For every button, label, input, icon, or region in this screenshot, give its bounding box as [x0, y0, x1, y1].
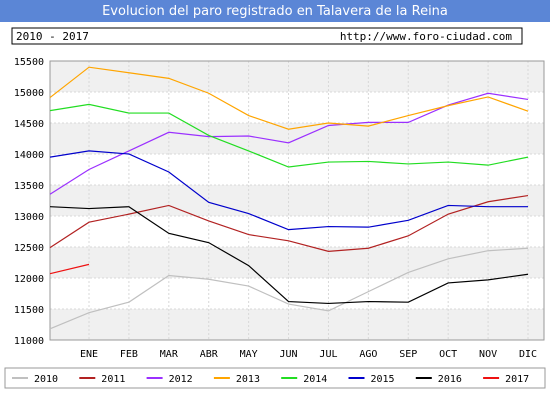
y-tick-label: 12000: [14, 274, 44, 285]
plot-frame: [49, 60, 545, 341]
y-tick-label: 14500: [14, 119, 44, 130]
grid-lines: [50, 60, 544, 341]
series-line-2011: [49, 194, 529, 252]
x-tick-label: ABR: [200, 349, 219, 360]
x-tick-label: OCT: [439, 349, 457, 360]
y-tick-label: 11000: [14, 336, 44, 347]
series-line-2015: [49, 150, 528, 231]
legend-label: 2010: [34, 374, 58, 385]
series-line-2016: [49, 206, 529, 305]
x-tick-label: ENE: [80, 349, 98, 360]
plot-band: [50, 61, 544, 92]
y-tick-label: 15500: [14, 57, 44, 68]
y-tick-label: 13500: [14, 181, 44, 192]
series-lines: [49, 66, 529, 330]
plot-band: [50, 309, 544, 340]
legend-label: 2013: [236, 374, 260, 385]
x-axis: ENE FEB MAR ABR MAY JUN JUL AGO SEP OCT NOV DIC: [80, 349, 537, 360]
legend-label: 2017: [505, 374, 529, 385]
legend-label: 2016: [438, 374, 462, 385]
y-tick-label: 12500: [14, 243, 44, 254]
series-line-2014: [49, 103, 529, 168]
y-axis: 11000 11500 12000 12500 13000 13500 14000 14500…: [14, 57, 44, 347]
x-tick-label: JUN: [280, 349, 298, 360]
x-tick-label: MAY: [240, 349, 258, 360]
legend-label: 2014: [303, 374, 327, 385]
x-tick-label: SEP: [399, 349, 417, 360]
series-line-2017: [49, 263, 90, 275]
y-tick-label: 14000: [14, 150, 44, 161]
x-tick-label: DIC: [519, 349, 537, 360]
plot-band: [50, 216, 544, 247]
series-line-2012: [49, 92, 529, 195]
x-tick-label: FEB: [120, 349, 138, 360]
x-tick-label: JUL: [319, 349, 337, 360]
y-tick-label: 15000: [14, 88, 44, 99]
subtitle-box: [11, 27, 523, 45]
plot-band: [50, 92, 544, 123]
plot-band: [50, 247, 544, 278]
chart: 2010 - 2017 http://www.foro-ciudad.com 1…: [4, 27, 546, 389]
plot-band: [50, 185, 544, 216]
x-tick-label: AGO: [359, 349, 377, 360]
plot-band: [50, 154, 544, 185]
source-url: http://www.foro-ciudad.com: [340, 30, 513, 43]
legend-label: 2011: [101, 374, 125, 385]
y-tick-label: 11500: [14, 305, 44, 316]
chart-title: Evolucion del paro registrado en Talaver…: [0, 0, 550, 22]
x-tick-label: MAR: [160, 349, 179, 360]
period-label: 2010 - 2017: [16, 30, 89, 43]
x-tick-label: NOV: [479, 349, 497, 360]
legend-label: 2015: [371, 374, 395, 385]
y-tick-label: 13000: [14, 212, 44, 223]
plot-band: [50, 278, 544, 309]
series-line-2010: [49, 247, 529, 330]
legend: 2010 2011 2012 2013 2014 2015 2016 2017: [12, 374, 529, 385]
series-line-2013: [49, 66, 529, 130]
plot-bands: [50, 61, 544, 340]
legend-box: [4, 367, 546, 389]
legend-label: 2012: [169, 374, 193, 385]
